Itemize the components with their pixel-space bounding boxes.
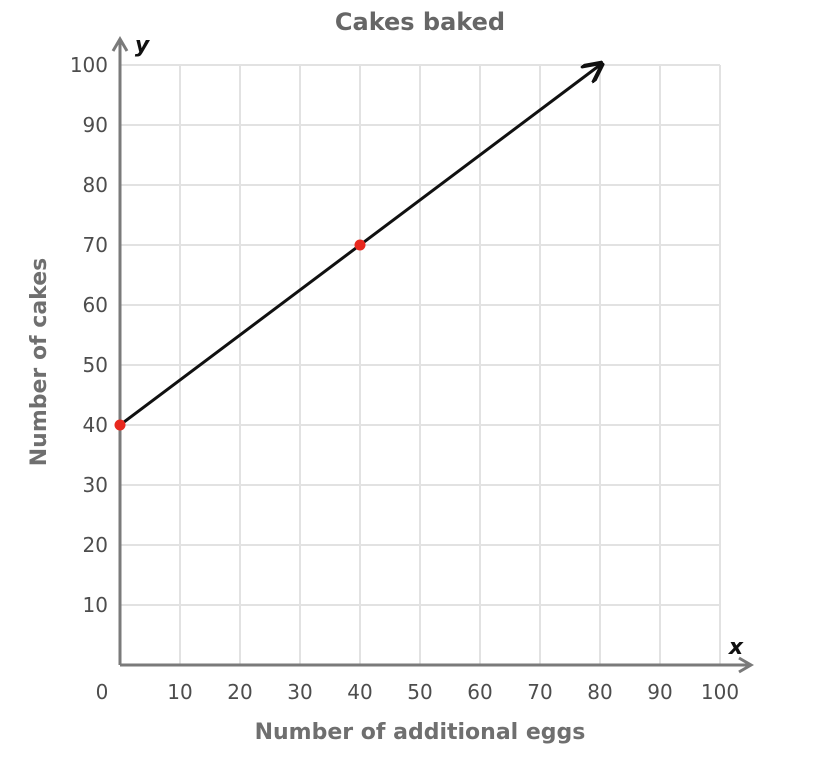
y-tick-label: 30: [83, 473, 108, 497]
data-point: [354, 239, 366, 251]
x-tick-label: 40: [347, 680, 372, 704]
x-tick-label: 20: [227, 680, 252, 704]
y-axis-arrowhead: [111, 36, 129, 52]
y-tick-label: 50: [83, 353, 108, 377]
x-tick-label: 10: [167, 680, 192, 704]
y-tick-label: 70: [83, 233, 108, 257]
y-tick-label: 60: [83, 293, 108, 317]
y-tick-label: 10: [83, 593, 108, 617]
x-tick-label: 50: [407, 680, 432, 704]
x-tick-label: 90: [647, 680, 672, 704]
data-point: [114, 419, 126, 431]
y-tick-label: 40: [83, 413, 108, 437]
x-tick-label: 30: [287, 680, 312, 704]
grid: [120, 64, 721, 665]
chart-title: Cakes baked: [335, 8, 505, 36]
y-tick-label: 20: [83, 533, 108, 557]
y-axis-title: Number of cakes: [27, 258, 52, 466]
x-tick-label: 100: [701, 680, 739, 704]
points-layer: [114, 239, 366, 431]
x-axis-title: Number of additional eggs: [255, 720, 586, 745]
x-axis-letter: x: [728, 635, 744, 660]
axes: [111, 36, 754, 674]
x-axis-arrowhead: [738, 656, 754, 674]
y-tick-label: 80: [83, 173, 108, 197]
y-tick-label: 100: [70, 53, 108, 77]
x-tick-label: 0: [96, 680, 109, 704]
tick-labels: 0 10 20 30 40 50 60 70 80 90 100 10 20 30 40 50 60 70 80 90…: [70, 53, 739, 704]
y-tick-label: 90: [83, 113, 108, 137]
x-tick-label: 80: [587, 680, 612, 704]
y-axis-letter: y: [135, 33, 151, 58]
x-tick-label: 70: [527, 680, 552, 704]
x-tick-label: 60: [467, 680, 492, 704]
